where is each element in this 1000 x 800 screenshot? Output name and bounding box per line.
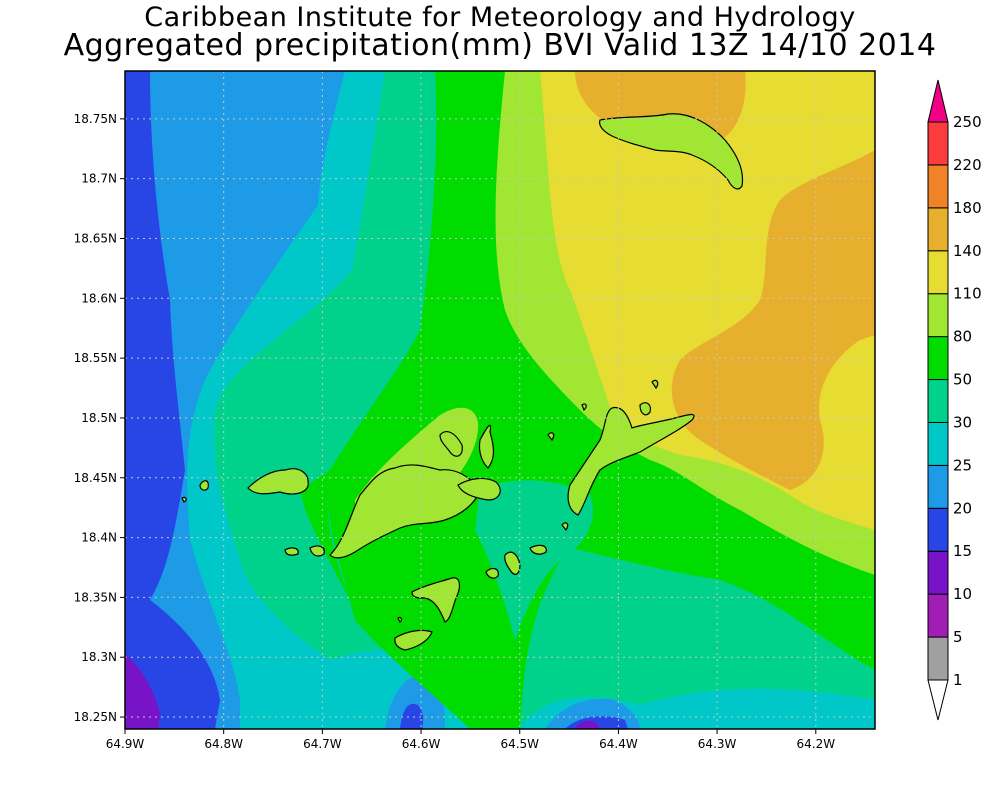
island-salt (485, 567, 499, 579)
colorbar-segment (927, 250, 949, 295)
field-band-30-pocket (475, 480, 594, 640)
colorbar-label: 15 (953, 542, 972, 560)
colorbar-segment (927, 379, 949, 423)
field-band-140-east (671, 150, 875, 490)
map-subtitle: Aggregated precipitation(mm) BVI Valid 1… (63, 28, 937, 63)
y-tick-label: 18.65N (74, 231, 117, 245)
colorbar-label: 250 (953, 113, 982, 131)
island-small-west (181, 496, 187, 503)
latitude-axis: 18.25N 18.3N 18.35N 18.4N 18.45N 18.5N 18.55N 1… (74, 112, 125, 724)
field-band-10 (125, 655, 160, 729)
island-dead-chest (397, 616, 403, 623)
colorbar-segment (927, 293, 949, 338)
colorbar-segment (927, 336, 949, 381)
colorbar-segment (927, 507, 949, 552)
colorbar-label: 25 (953, 456, 972, 474)
colorbar-label: 110 (953, 285, 982, 303)
colorbar-over-arrow (927, 79, 949, 123)
colorbar-label: 50 (953, 371, 972, 389)
map-gridlines (125, 71, 875, 729)
island-west-end-cays (199, 480, 209, 491)
y-tick-label: 18.4N (81, 531, 117, 545)
longitude-axis: 64.9W 64.8W 64.7W 64.6W 64.5W 64.4W 64.3W 64.2W (106, 729, 835, 751)
colorbar-segment (927, 121, 949, 166)
colorbar-label: 10 (953, 585, 972, 603)
colorbar-label: 20 (953, 499, 972, 517)
y-tick-label: 18.7N (81, 172, 117, 186)
y-tick-label: 18.5N (81, 411, 117, 425)
island-necker (651, 379, 659, 390)
island-frenchman (309, 545, 325, 557)
field-band-10-south (575, 720, 600, 729)
field-band-15 (125, 71, 220, 729)
field-band-15-south (400, 703, 424, 729)
x-tick-label: 64.5W (500, 737, 539, 751)
colorbar-segment (927, 550, 949, 595)
island-anegada (599, 113, 744, 190)
field-band-20 (125, 71, 345, 729)
island-scrub (547, 432, 555, 442)
colorbar-label: 30 (953, 413, 972, 431)
island-jost-van-dyke (247, 468, 309, 495)
colorbar-segment (927, 636, 949, 681)
y-tick-label: 18.3N (81, 650, 117, 664)
field-band-50-b (300, 470, 360, 620)
colorbar-label: 180 (953, 199, 982, 217)
x-tick-label: 64.8W (204, 737, 243, 751)
precipitation-field (125, 71, 875, 729)
islands (181, 113, 744, 651)
y-tick-label: 18.6N (81, 291, 117, 305)
island-virgin-gorda (567, 406, 695, 516)
plot-frame (124, 70, 876, 730)
colorbar-label: 140 (953, 242, 982, 260)
y-tick-label: 18.75N (74, 112, 117, 126)
map-title: Caribbean Institute for Meteorology and … (144, 2, 856, 33)
colorbar-label: 5 (953, 628, 963, 646)
x-tick-label: 64.2W (796, 737, 835, 751)
island-peter (411, 577, 461, 623)
colorbar-segment (927, 593, 949, 638)
island-norman (394, 629, 433, 651)
colorbar-label: 1 (953, 671, 963, 689)
y-tick-label: 18.35N (74, 590, 117, 604)
colorbar-label: 80 (953, 328, 972, 346)
colorbar-label: 220 (953, 156, 982, 174)
x-tick-label: 64.6W (402, 737, 441, 751)
colorbar-segment (927, 164, 949, 209)
island-little-thatch (284, 547, 299, 556)
island-guana (439, 431, 463, 457)
island-great-camanoe (478, 424, 495, 469)
colorbar-segment (927, 464, 949, 509)
island-fallen-jerusalem (561, 522, 569, 532)
island-prickly-pear (639, 402, 651, 416)
island-cooper (504, 551, 521, 575)
x-tick-label: 64.3W (698, 737, 737, 751)
y-tick-label: 18.55N (74, 351, 117, 365)
colorbar-segment (927, 207, 949, 252)
colorbar-under-arrow (927, 679, 949, 721)
island-beef (457, 477, 501, 501)
island-ginger (529, 544, 547, 555)
y-tick-label: 18.45N (74, 471, 117, 485)
island-mosquito (581, 403, 587, 412)
x-tick-label: 64.7W (303, 737, 342, 751)
y-tick-label: 18.25N (74, 710, 117, 724)
x-tick-label: 64.9W (106, 737, 145, 751)
x-tick-label: 64.4W (599, 737, 638, 751)
colorbar-segment (927, 421, 949, 466)
